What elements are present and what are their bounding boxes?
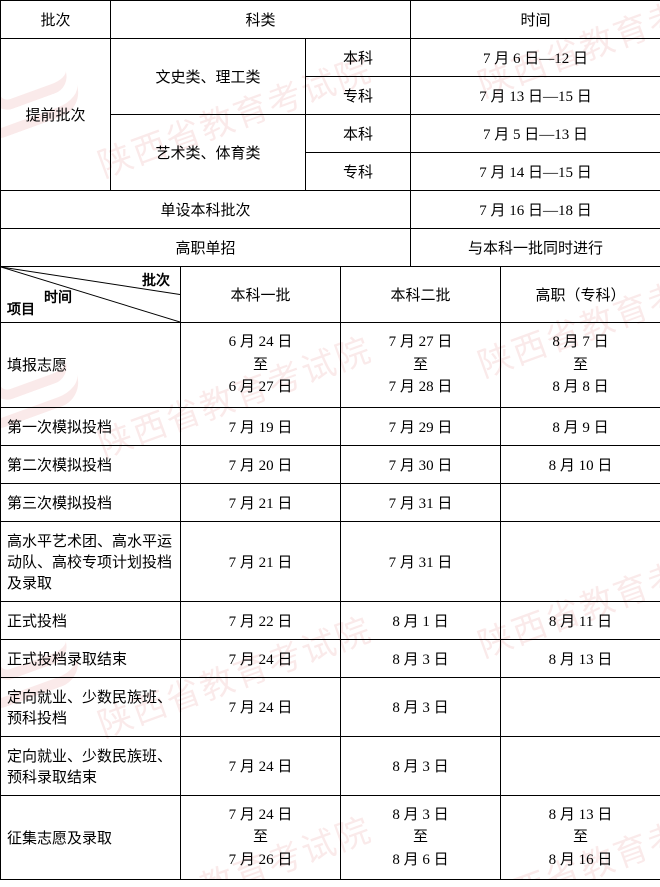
col-header: 高职（专科） (501, 267, 660, 323)
row-label: 第三次模拟投档 (1, 483, 181, 521)
time-cell: 8 月 9 日 (501, 407, 660, 445)
time-cell: 8 月 10 日 (501, 445, 660, 483)
time-cell: 7 月 19 日 (181, 407, 341, 445)
time-cell: 7 月 14 日—15 日 (411, 153, 660, 191)
table-row: 第二次模拟投档7 月 20 日7 月 30 日8 月 10 日 (1, 445, 660, 483)
level-cell: 专科 (306, 153, 411, 191)
time-cell: 7 月 29 日 (341, 407, 501, 445)
time-cell: 7 月 21 日 (181, 521, 341, 601)
row-label: 正式投档 (1, 601, 181, 639)
table-row: 定向就业、少数民族班、预科录取结束7 月 24 日8 月 3 日 (1, 736, 660, 795)
time-cell: 7 月 27 日至7 月 28 日 (341, 323, 501, 408)
time-cell: 7 月 24 日 (181, 639, 341, 677)
table-row: 征集志愿及录取7 月 24 日至7 月 26 日8 月 3 日至8 月 6 日8… (1, 795, 660, 880)
table-row: 正式投档录取结束7 月 24 日8 月 3 日8 月 13 日 (1, 639, 660, 677)
header-category: 科类 (111, 1, 411, 39)
time-cell: 7 月 5 日—13 日 (411, 115, 660, 153)
time-cell (501, 521, 660, 601)
time-cell: 8 月 3 日 (341, 736, 501, 795)
time-cell: 与本科一批同时进行 (411, 229, 660, 267)
time-cell: 7 月 22 日 (181, 601, 341, 639)
time-cell: 8 月 3 日 (341, 677, 501, 736)
time-cell: 7 月 6 日—12 日 (411, 39, 660, 77)
time-cell: 8 月 3 日 (341, 639, 501, 677)
table-row: 高职单招 与本科一批同时进行 (1, 229, 660, 267)
time-cell: 7 月 24 日 (181, 677, 341, 736)
diag-label-bot: 项目 (7, 299, 35, 319)
table-row: 第三次模拟投档7 月 21 日7 月 31 日 (1, 483, 660, 521)
time-cell: 8 月 1 日 (341, 601, 501, 639)
extra-label: 高职单招 (1, 229, 411, 267)
time-cell: 7 月 30 日 (341, 445, 501, 483)
time-cell: 8 月 11 日 (501, 601, 660, 639)
row-label: 定向就业、少数民族班、预科录取结束 (1, 736, 181, 795)
col-header: 本科二批 (341, 267, 501, 323)
extra-label: 单设本科批次 (1, 191, 411, 229)
table-row: 提前批次 文史类、理工类 本科 7 月 6 日—12 日 (1, 39, 660, 77)
time-cell: 7 月 31 日 (341, 521, 501, 601)
table-header-row: 批次 时间 项目 本科一批 本科二批 高职（专科） (1, 267, 660, 323)
row-label: 定向就业、少数民族班、预科投档 (1, 677, 181, 736)
time-cell: 7 月 24 日 (181, 736, 341, 795)
time-cell: 7 月 20 日 (181, 445, 341, 483)
time-cell: 8 月 7 日至8 月 8 日 (501, 323, 660, 408)
time-cell: 8 月 3 日至8 月 6 日 (341, 795, 501, 880)
table-header-row: 批次 科类 时间 (1, 1, 660, 39)
schedule-table-1: 批次 科类 时间 提前批次 文史类、理工类 本科 7 月 6 日—12 日 专科… (0, 0, 660, 267)
schedule-table-2: 批次 时间 项目 本科一批 本科二批 高职（专科） 填报志愿6 月 24 日至6… (0, 266, 660, 880)
table-row: 定向就业、少数民族班、预科投档7 月 24 日8 月 3 日 (1, 677, 660, 736)
row-label: 填报志愿 (1, 323, 181, 408)
header-time: 时间 (411, 1, 660, 39)
time-cell: 7 月 21 日 (181, 483, 341, 521)
row-label: 高水平艺术团、高水平运动队、高校专项计划投档及录取 (1, 521, 181, 601)
row-label: 第二次模拟投档 (1, 445, 181, 483)
time-cell: 7 月 13 日—15 日 (411, 77, 660, 115)
header-batch: 批次 (1, 1, 111, 39)
category-cell: 文史类、理工类 (111, 39, 306, 115)
row-label: 第一次模拟投档 (1, 407, 181, 445)
col-header: 本科一批 (181, 267, 341, 323)
table-row: 正式投档7 月 22 日8 月 1 日8 月 11 日 (1, 601, 660, 639)
time-cell: 7 月 24 日至7 月 26 日 (181, 795, 341, 880)
table-row: 高水平艺术团、高水平运动队、高校专项计划投档及录取7 月 21 日7 月 31 … (1, 521, 660, 601)
time-cell: 7 月 16 日—18 日 (411, 191, 660, 229)
row-label: 征集志愿及录取 (1, 795, 181, 880)
time-cell: 8 月 13 日至8 月 16 日 (501, 795, 660, 880)
diag-label-top: 批次 (142, 270, 170, 290)
time-cell: 8 月 13 日 (501, 639, 660, 677)
level-cell: 专科 (306, 77, 411, 115)
time-cell: 7 月 31 日 (341, 483, 501, 521)
time-cell (501, 677, 660, 736)
row-label: 正式投档录取结束 (1, 639, 181, 677)
diag-label-mid: 时间 (44, 287, 72, 307)
category-cell: 艺术类、体育类 (111, 115, 306, 191)
time-cell: 6 月 24 日至6 月 27 日 (181, 323, 341, 408)
table-row: 单设本科批次 7 月 16 日—18 日 (1, 191, 660, 229)
time-cell (501, 483, 660, 521)
table-row: 填报志愿6 月 24 日至6 月 27 日7 月 27 日至7 月 28 日8 … (1, 323, 660, 408)
level-cell: 本科 (306, 115, 411, 153)
table-row: 第一次模拟投档7 月 19 日7 月 29 日8 月 9 日 (1, 407, 660, 445)
diagonal-header: 批次 时间 项目 (1, 267, 181, 323)
level-cell: 本科 (306, 39, 411, 77)
early-batch-label: 提前批次 (1, 39, 111, 191)
time-cell (501, 736, 660, 795)
